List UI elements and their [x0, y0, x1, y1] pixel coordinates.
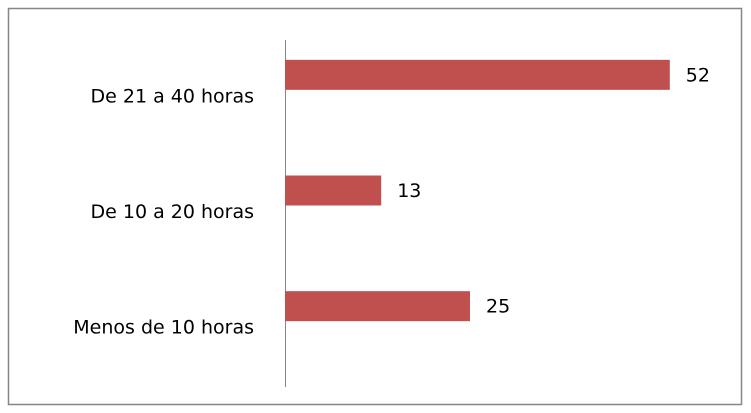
- data-label: 52: [686, 64, 710, 86]
- bar: [285, 59, 670, 90]
- bar: [285, 175, 382, 206]
- y-tick-label: Menos de 10 horas: [73, 317, 254, 339]
- y-tick-label: De 21 a 40 horas: [91, 85, 255, 107]
- y-tick-label: De 10 a 20 horas: [91, 201, 255, 223]
- data-label: 25: [486, 296, 510, 318]
- data-label: 13: [397, 180, 421, 202]
- bar: [285, 291, 470, 322]
